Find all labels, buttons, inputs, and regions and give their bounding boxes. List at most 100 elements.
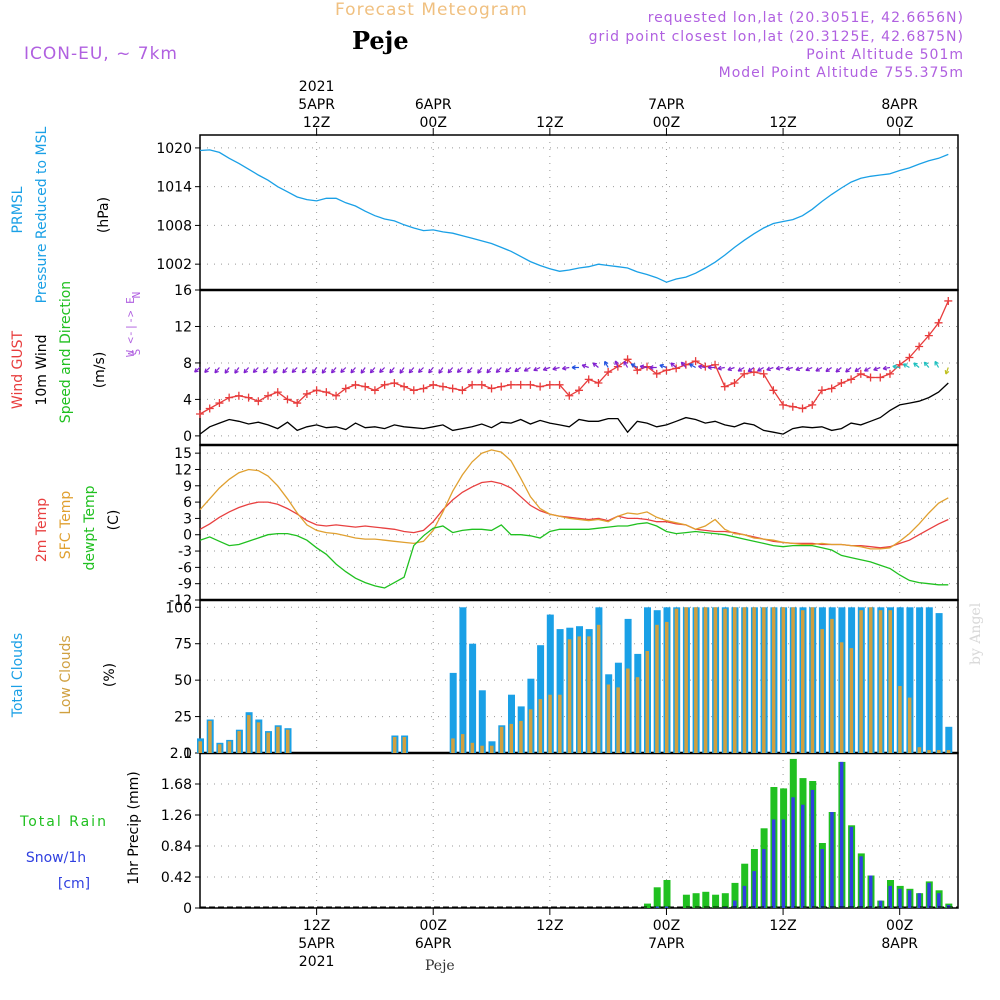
total-cloud-bar [935, 613, 943, 753]
y-tick-label: 0 [183, 746, 192, 762]
low-cloud-bar [810, 607, 815, 753]
snow-bar [733, 900, 737, 908]
gust-marker [788, 402, 797, 411]
y-tick-label: 50 [174, 673, 192, 689]
snow-bar [820, 849, 824, 908]
total-cloud-bar [478, 690, 486, 753]
wind-arrow-head [815, 367, 820, 372]
wind-arrow-head [934, 360, 939, 366]
wind-arrow-head [659, 363, 664, 369]
gust-marker [584, 375, 593, 384]
wind-arrow-head [717, 365, 722, 371]
gust-marker [458, 386, 467, 395]
low-cloud-bar [198, 741, 202, 753]
gust-marker [565, 391, 574, 400]
y-tick-label: 1008 [156, 218, 192, 234]
wind-arrow-head [581, 363, 587, 369]
low-clouds-label: Low Clouds [58, 635, 74, 714]
gust-marker [808, 400, 817, 409]
low-cloud-bar [820, 629, 824, 753]
snow-bar [665, 906, 669, 908]
snow-bar [878, 900, 883, 908]
gust-marker [779, 400, 788, 409]
gust-marker [526, 380, 535, 389]
low-cloud-bar [567, 639, 572, 753]
wind-arrow-head [389, 368, 394, 374]
product-title: Forecast Meteogram [335, 0, 528, 20]
gust-marker [302, 389, 311, 398]
wind-arrow-head [340, 368, 345, 374]
wind-arrow-head [330, 368, 336, 374]
wind-label: 10m Wind [34, 334, 50, 405]
low-cloud-bar [217, 744, 222, 753]
low-cloud-bar [587, 636, 591, 753]
wind-arrow-head [785, 366, 791, 371]
top-date-label: 5APR [298, 97, 335, 113]
gust-marker [370, 386, 379, 395]
top-year-label: 2021 [299, 79, 335, 95]
gust-marker [361, 382, 370, 391]
total-cloud-bar [906, 607, 914, 753]
gust-marker [332, 391, 341, 400]
wind-arrow-head [224, 369, 229, 374]
compass-n: N [130, 292, 143, 299]
wind-arrow-head [623, 360, 628, 366]
rain-bar [721, 893, 729, 908]
gust-marker [264, 391, 273, 400]
low-cloud-bar [898, 686, 902, 753]
low-cloud-bar [791, 607, 795, 753]
low-cloud-bar [451, 738, 455, 753]
gust-marker [749, 368, 758, 377]
low-cloud-bar [859, 610, 863, 753]
point-altitude: Point Altitude 501m [806, 47, 964, 63]
wind-arrow-head [882, 365, 888, 371]
wind-arrow-head [680, 361, 686, 367]
wind-arrow-head [649, 365, 654, 370]
gust-marker [876, 373, 885, 382]
low-cloud-bar [256, 722, 261, 753]
wind-arrow-head [737, 367, 743, 372]
rain-bar [702, 891, 710, 908]
low-cloud-bar [927, 750, 931, 753]
snow-bar [771, 819, 776, 908]
total-cloud-bar [945, 726, 953, 753]
gust-marker [205, 404, 214, 413]
y-tick-label: 75 [174, 637, 192, 653]
gust-marker [254, 397, 263, 406]
footer-location: Peje [425, 958, 455, 974]
gust-marker [419, 384, 428, 393]
wind-arrow-head [873, 366, 878, 372]
wind-arrow-head [944, 370, 950, 375]
wind-arrow-head [845, 368, 850, 373]
low-cloud-bar [499, 726, 504, 753]
low-cloud-bar [830, 618, 834, 753]
snow-bar [655, 906, 659, 908]
y-tick-label: 9 [183, 479, 192, 495]
wind-arrow-head [243, 368, 249, 374]
wind-arrow-head [234, 369, 239, 374]
y-tick-label: 0.84 [161, 839, 192, 855]
low-cloud-bar [801, 610, 805, 753]
snow-label: Snow/1h [26, 850, 86, 866]
gust-marker [915, 342, 924, 351]
low-cloud-bar [655, 624, 659, 753]
y-tick-label: 25 [174, 710, 192, 726]
gust-marker [536, 382, 545, 391]
total-cloud-bar [449, 672, 457, 753]
rain-bar [653, 887, 661, 908]
wind-arrow-head [863, 367, 869, 372]
total-cloud-bar [508, 694, 515, 753]
wind-arrow-head [495, 368, 501, 374]
wind-arrow-head [775, 365, 781, 371]
gust-marker [341, 384, 350, 393]
y-tick-label: 12 [174, 462, 192, 478]
total-cloud-bar [469, 643, 477, 753]
wind-arrow-head [301, 368, 307, 374]
gust-marker [448, 384, 457, 393]
bottom-hour-label: 12Z [769, 918, 796, 934]
y-tick-label: -6 [178, 560, 192, 576]
low-cloud-bar [781, 607, 786, 753]
rain-bar [741, 863, 749, 908]
wind-arrow-head [630, 363, 636, 368]
